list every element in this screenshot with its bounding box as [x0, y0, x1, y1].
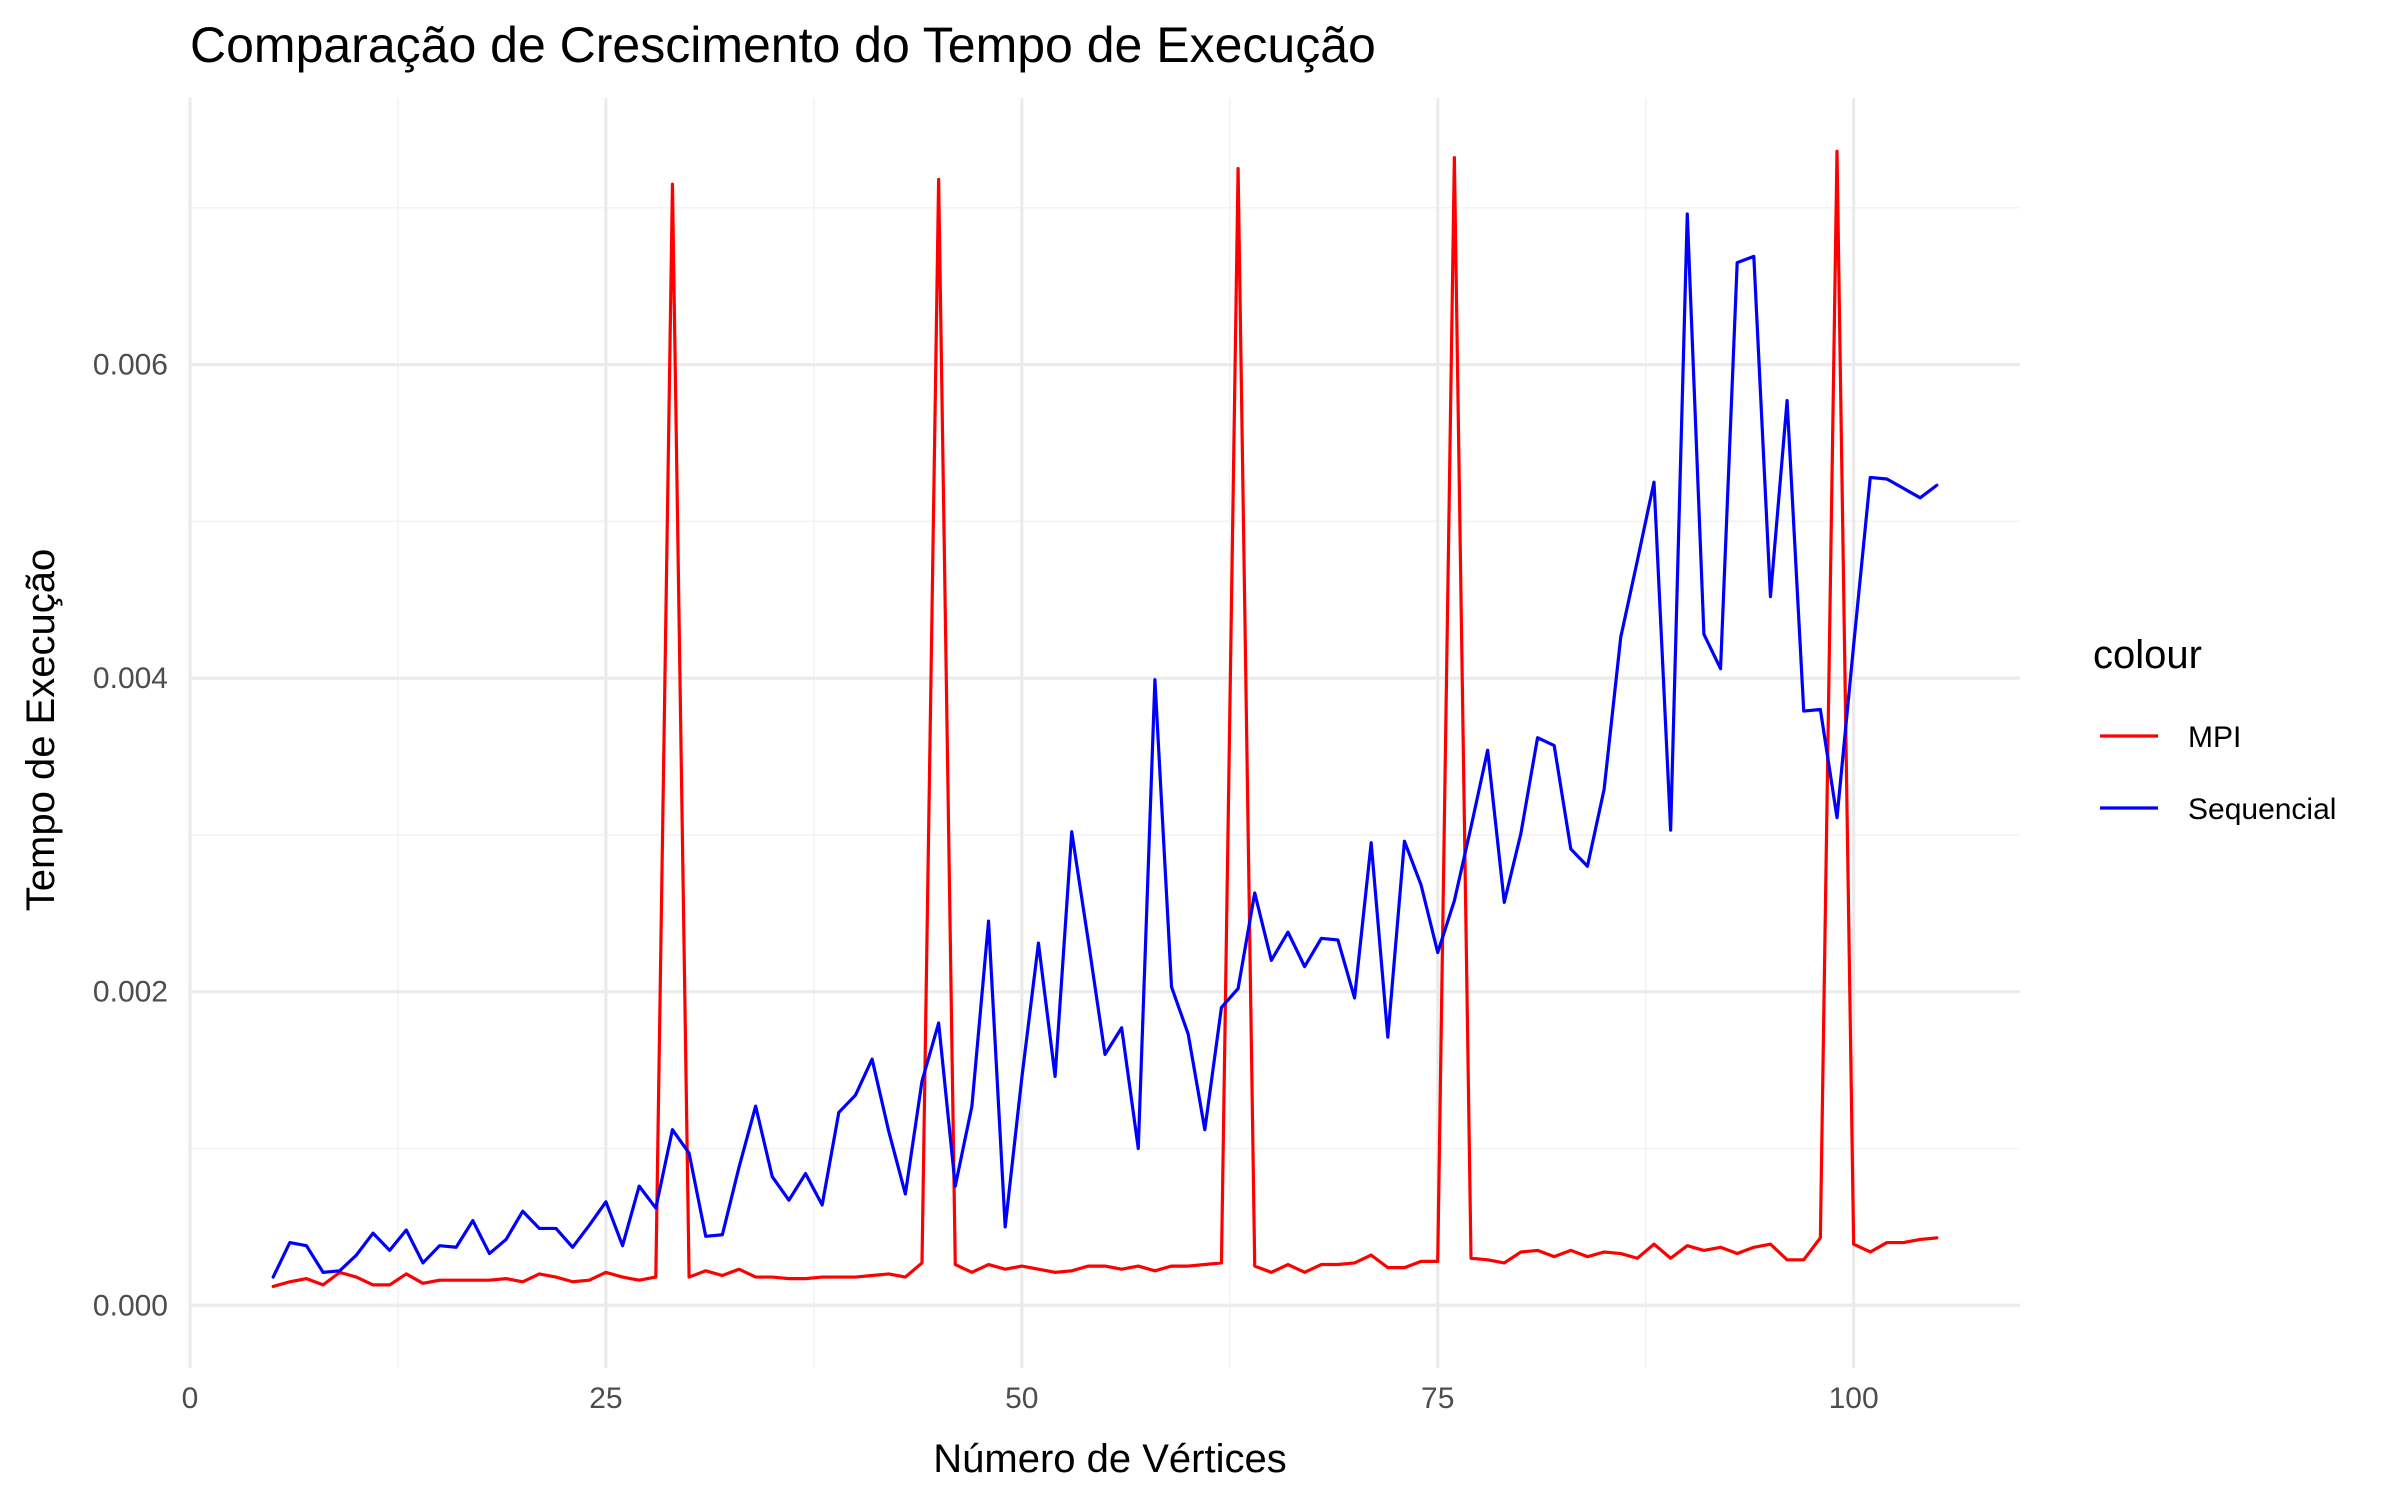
- legend-item-sequencial: Sequencial: [2100, 793, 2336, 826]
- legend-label: MPI: [2188, 721, 2241, 754]
- y-axis-title: Tempo de Execução: [19, 549, 63, 911]
- series-line-mpi: [271, 149, 1939, 1289]
- x-tick-label: 100: [1829, 1382, 1879, 1415]
- legend-label: Sequencial: [2188, 793, 2336, 826]
- y-tick-labels: 0.000 0.002 0.004 0.006: [93, 349, 168, 1323]
- legend: colour MPI Sequencial: [2093, 633, 2336, 826]
- y-tick-label: 0.000: [93, 1289, 168, 1322]
- legend-item-mpi: MPI: [2100, 721, 2241, 754]
- x-tick-label: 50: [1005, 1382, 1038, 1415]
- series-lines: [271, 149, 1939, 1289]
- y-tick-label: 0.004: [93, 662, 168, 695]
- y-tick-label: 0.002: [93, 976, 168, 1009]
- x-tick-labels: 0 25 50 75 100: [182, 1382, 1879, 1415]
- legend-title: colour: [2093, 633, 2202, 677]
- series-line-sequencial: [271, 212, 1939, 1279]
- x-tick-label: 25: [589, 1382, 622, 1415]
- x-tick-label: 0: [182, 1382, 199, 1415]
- x-tick-label: 75: [1421, 1382, 1454, 1415]
- y-tick-label: 0.006: [93, 349, 168, 382]
- chart-title: Comparação de Crescimento do Tempo de Ex…: [190, 17, 1376, 73]
- legend-items: MPI Sequencial: [2100, 721, 2336, 826]
- x-axis-title: Número de Vértices: [933, 1437, 1286, 1481]
